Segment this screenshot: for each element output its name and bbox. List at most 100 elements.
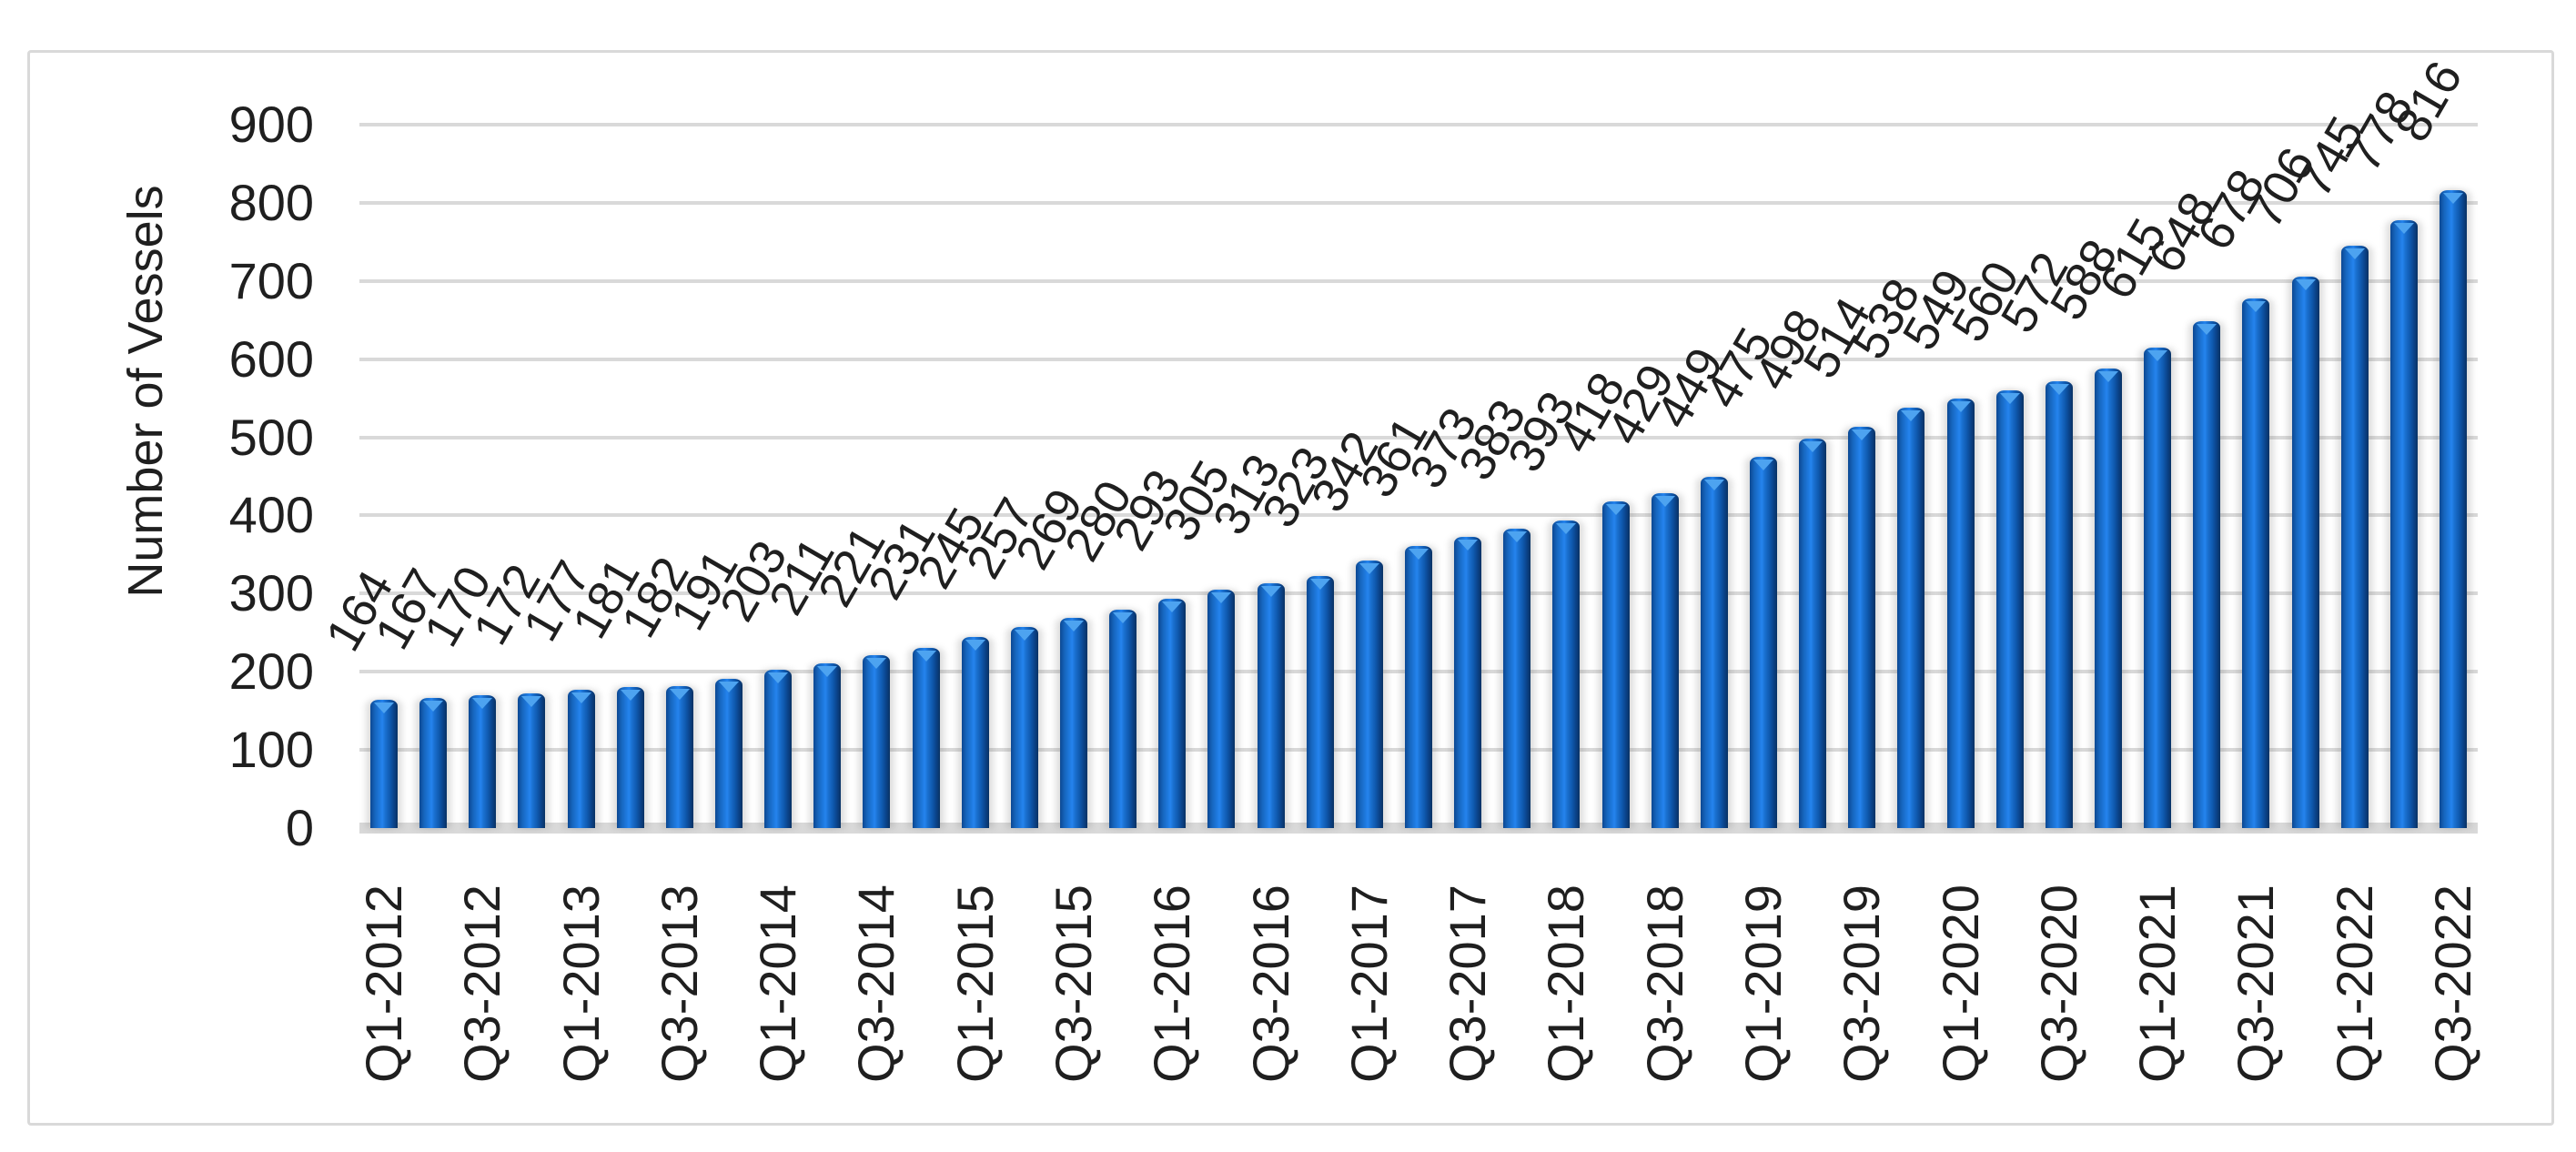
bar-top-highlight [1260,586,1281,598]
bar [715,678,743,828]
x-axis-tick-label: Q1-2013 [551,884,610,1083]
y-axis-tick-label: 500 [228,408,314,466]
bar [1405,545,1432,828]
bar-top-highlight [2048,383,2069,395]
bar-top-highlight [1064,620,1085,632]
bar [1109,609,1137,828]
bar [863,655,891,828]
bar [2094,368,2122,828]
bar [1257,583,1285,828]
x-axis-tick-label: Q1-2012 [355,884,413,1083]
bar [1651,492,1679,828]
y-axis-tick-label: 800 [228,173,314,231]
x-axis-tick-label: Q3-2022 [2423,884,2481,1083]
bar [1158,599,1187,828]
bar-top-highlight [1507,531,1528,543]
bar-top-highlight [2197,324,2217,336]
y-axis-tick-label: 400 [228,486,314,544]
bar-top-highlight [1556,523,1577,535]
x-axis-tick-label: Q1-2019 [1733,884,1792,1083]
bar-top-highlight [669,688,690,700]
bar-top-highlight [1359,563,1379,575]
bar-top-highlight [1409,548,1429,560]
bar [1799,439,1827,828]
bar [2045,380,2073,828]
bar [1010,627,1038,828]
bar-top-highlight [521,696,542,708]
bar-top-highlight [915,650,936,662]
bar [1897,407,1925,828]
x-axis-tick-label: Q1-2021 [2128,884,2187,1083]
bar-top-highlight [1014,630,1035,642]
x-axis-tick-label: Q3-2020 [2029,884,2087,1083]
bar [469,694,497,828]
bar [764,669,793,828]
x-axis-tick-label: Q3-2012 [453,884,511,1083]
bar [1946,399,1975,828]
bar-top-highlight [1162,601,1183,613]
bar-top-highlight [1309,578,1330,590]
y-axis-tick-label: 0 [285,799,314,856]
bar-top-highlight [2344,248,2365,260]
bar-top-highlight [965,639,985,651]
y-axis-tick-label: 100 [228,721,314,779]
bar-top-highlight [1950,401,1971,413]
x-axis-tick-label: Q1-2016 [1143,884,1201,1083]
gridline [359,123,2478,126]
bar [2193,321,2221,828]
bar [419,697,448,828]
bar-top-highlight [1753,460,1773,471]
gridline [359,513,2478,518]
x-axis-tick-label: Q3-2018 [1635,884,1693,1083]
bar [1995,390,2024,828]
bar-top-highlight [2097,370,2118,382]
bar-top-highlight [719,681,740,692]
bar-top-highlight [620,689,641,701]
x-axis-tick-label: Q3-2017 [1439,884,1497,1083]
y-axis-tick-label: 200 [228,642,314,701]
bar [912,647,940,828]
x-axis-tick-label: Q3-2016 [1241,884,1299,1083]
x-axis-tick-label: Q3-2019 [1833,884,1891,1083]
gridline [359,200,2478,205]
x-axis-tick-label: Q3-2014 [847,884,905,1083]
x-axis-tick-label: Q3-2021 [2227,884,2285,1083]
bar [2144,347,2172,828]
bar-top-highlight [2295,278,2316,290]
bar [518,693,546,828]
x-axis-tick-label: Q1-2018 [1537,884,1595,1083]
gridline [359,435,2478,440]
bar [665,685,693,828]
bar-top-highlight [1852,429,1873,440]
bar-top-highlight [2393,222,2414,234]
bar-top-highlight [817,665,838,677]
x-axis-tick-label: Q1-2015 [945,884,1004,1083]
bar-top-highlight [1113,611,1134,623]
bar [1700,477,1728,828]
bar-top-highlight [2442,193,2463,205]
chart-frame [27,50,2554,1126]
bar-top-highlight [374,702,395,714]
bar [370,700,399,828]
bar-top-highlight [1901,409,1922,421]
bar-top-highlight [1458,539,1479,551]
bar-top-highlight [866,658,887,670]
bar-top-highlight [472,697,493,709]
bar-top-highlight [1605,503,1626,515]
bar [1848,426,1876,828]
bar [1552,520,1581,828]
bar [2242,298,2270,828]
bar [1355,561,1383,828]
bar [1207,590,1236,828]
bar [2291,276,2319,828]
x-axis-tick-label: Q1-2020 [1931,884,1989,1083]
bar [1503,529,1531,828]
bar [813,662,842,828]
x-axis-tick-label: Q1-2017 [1339,884,1398,1083]
bar-top-highlight [423,700,444,712]
bar-top-highlight [768,672,789,683]
gridline [359,357,2478,361]
bar-top-highlight [1803,441,1823,453]
bar-top-highlight [2246,300,2267,312]
